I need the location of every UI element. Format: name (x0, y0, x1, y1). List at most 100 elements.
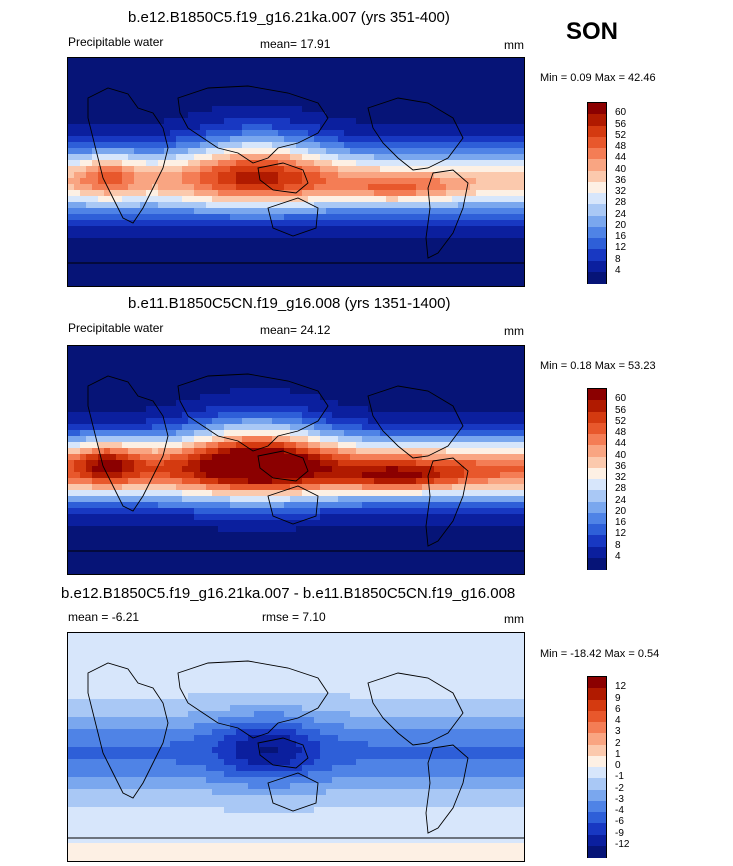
field-cell (290, 244, 297, 251)
field-cell (158, 166, 165, 173)
field-cell (236, 64, 243, 71)
field-cell (140, 496, 147, 503)
field-cell (476, 82, 483, 89)
field-cell (326, 82, 333, 89)
field-cell (344, 346, 351, 353)
field-cell (404, 178, 411, 185)
field-cell (164, 118, 171, 125)
field-cell (314, 94, 321, 101)
field-cell (266, 244, 273, 251)
field-cell (428, 460, 435, 467)
field-cell (158, 106, 165, 113)
field-cell (140, 202, 147, 209)
field-cell (188, 346, 195, 353)
field-cell (68, 400, 75, 407)
field-cell (248, 454, 255, 461)
field-cell (440, 262, 447, 269)
field-cell (158, 364, 165, 371)
field-cell (428, 406, 435, 413)
field-cell (86, 256, 93, 263)
field-cell (476, 388, 483, 395)
colorbar-cell (588, 204, 606, 216)
field-cell (362, 238, 369, 245)
field-cell (434, 196, 441, 203)
field-cell (284, 460, 291, 467)
field-cell (488, 412, 495, 419)
field-cell (410, 196, 417, 203)
field-cell (308, 406, 315, 413)
field-cell (248, 376, 255, 383)
field-cell (476, 496, 483, 503)
field-cell (230, 400, 237, 407)
field-cell (494, 130, 501, 137)
field-cell (98, 400, 105, 407)
field-cell (80, 406, 87, 413)
field-cell (230, 238, 237, 245)
field-cell (182, 472, 189, 479)
field-cell (422, 436, 429, 443)
field-cell (134, 406, 141, 413)
field-cell (440, 388, 447, 395)
field-cell (266, 478, 273, 485)
field-cell (182, 262, 189, 269)
field-cell (380, 502, 387, 509)
field-cell (512, 214, 519, 221)
field-cell (98, 448, 105, 455)
field-cell (380, 262, 387, 269)
field-cell (128, 400, 135, 407)
field-cell (416, 400, 423, 407)
field-cell (80, 256, 87, 263)
field-cell (98, 76, 105, 83)
field-cell (260, 370, 267, 377)
field-cell (308, 106, 315, 113)
field-cell (428, 436, 435, 443)
field-cell (392, 460, 399, 467)
field-cell (518, 484, 524, 491)
field-cell (512, 160, 519, 167)
field-cell (122, 94, 129, 101)
field-cell (326, 448, 333, 455)
field-cell (254, 136, 261, 143)
field-cell (140, 172, 147, 179)
field-cell (386, 400, 393, 407)
field-cell (458, 400, 465, 407)
field-cell (518, 226, 524, 233)
field-cell (290, 490, 297, 497)
field-cell (236, 382, 243, 389)
field-cell (200, 430, 207, 437)
field-cell (380, 58, 387, 65)
field-cell (506, 88, 513, 95)
field-cell (368, 112, 375, 119)
field-cell (302, 94, 309, 101)
field-cell (218, 208, 225, 215)
field-cell (140, 466, 147, 473)
field-cell (254, 238, 261, 245)
field-cell (356, 232, 363, 239)
field-cell (374, 268, 381, 275)
field-cell (242, 430, 249, 437)
field-cell (470, 88, 477, 95)
field-cell (416, 172, 423, 179)
field-cell (356, 94, 363, 101)
field-cell (398, 136, 405, 143)
field-cell (422, 472, 429, 479)
field-cell (476, 382, 483, 389)
field-cell (260, 148, 267, 155)
field-cell (176, 160, 183, 167)
field-cell (332, 382, 339, 389)
field-cell (350, 238, 357, 245)
field-cell (158, 232, 165, 239)
field-cell (470, 502, 477, 509)
field-cell (500, 172, 507, 179)
field-cell (248, 202, 255, 209)
field-cell (428, 238, 435, 245)
field-cell (476, 490, 483, 497)
field-cell (170, 274, 177, 281)
field-cell (434, 208, 441, 215)
field-cell (506, 202, 513, 209)
field-cell (410, 208, 417, 215)
field-cell (308, 280, 315, 286)
field-cell (104, 466, 111, 473)
field-cell (86, 394, 93, 401)
field-cell (152, 178, 159, 185)
